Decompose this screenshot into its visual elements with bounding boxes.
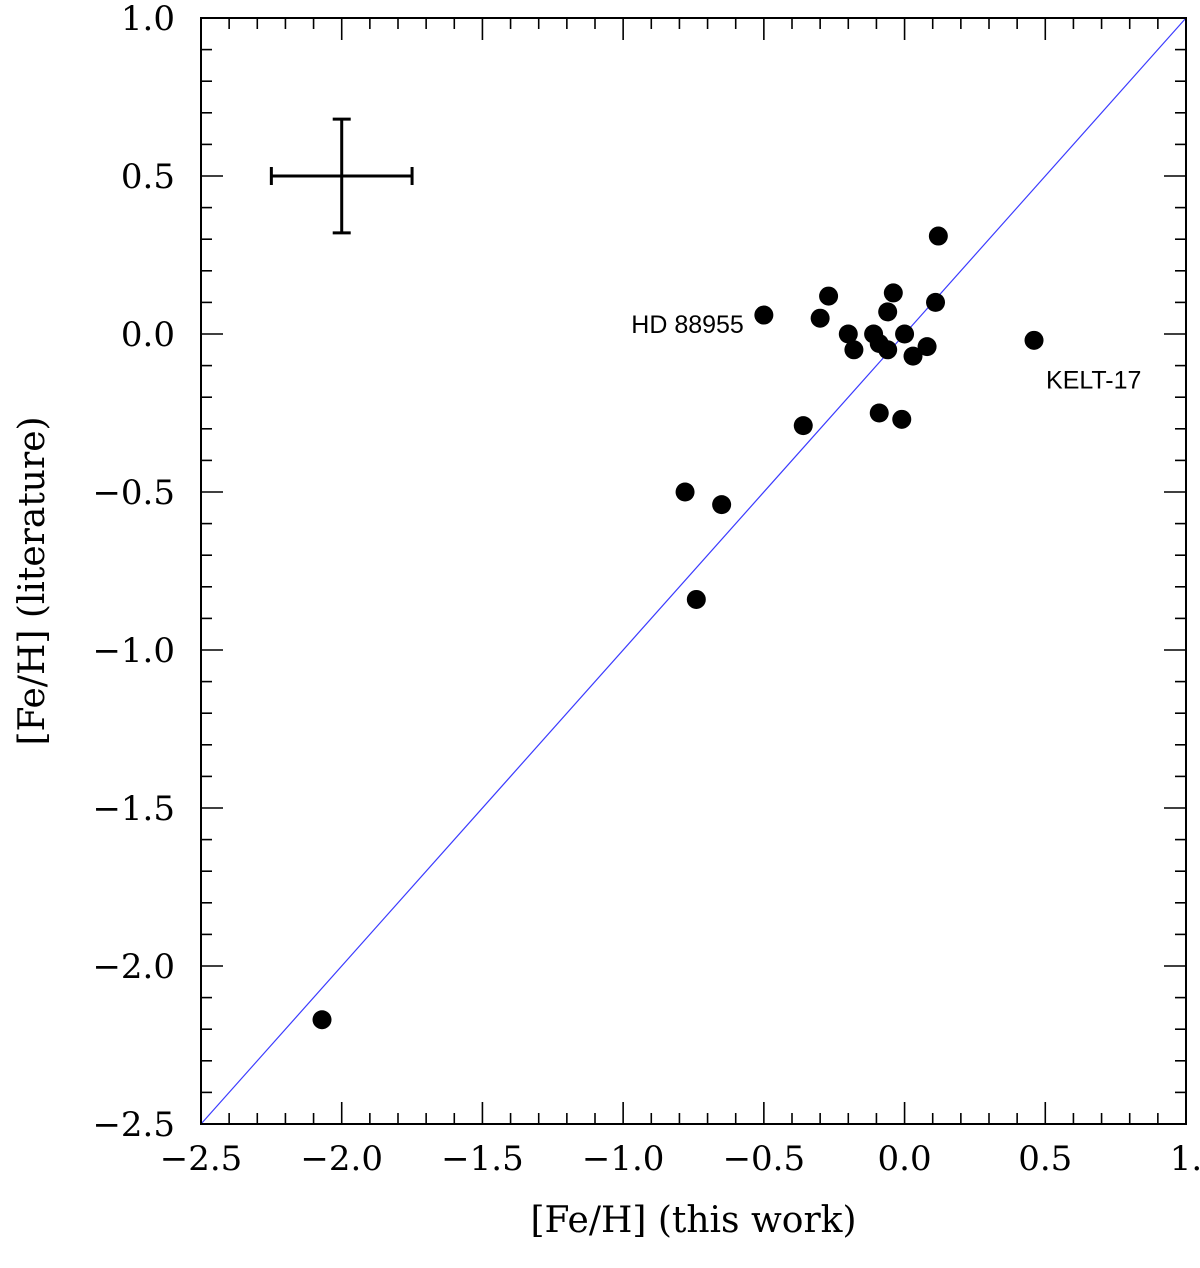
data-points: [312, 226, 1044, 1030]
data-point: [883, 283, 903, 303]
data-point: [903, 346, 923, 366]
data-point: [810, 308, 830, 328]
error-bar-group: [269, 117, 414, 235]
y-tick-label: −1.5: [92, 789, 175, 829]
data-point: [675, 482, 695, 502]
y-tick-label: 0.0: [121, 315, 175, 355]
data-point: [844, 340, 864, 360]
data-point: [712, 495, 732, 515]
data-point: [793, 416, 813, 436]
x-axis-title: [Fe/H] (this work): [530, 1200, 856, 1241]
data-point: [878, 302, 898, 322]
y-tick-label: −2.5: [92, 1105, 175, 1145]
annotations: HD 88955 KELT-17: [631, 311, 1141, 394]
x-tick-label: −1.0: [582, 1139, 665, 1179]
point-annotation: HD 88955: [631, 311, 744, 339]
data-point: [838, 324, 858, 344]
x-tick-label: −2.5: [160, 1139, 243, 1179]
tick-labels: −2.5 −2.0 −1.5 −1.0 −0.5 0.0 0.5 1. −2.5 −2.0 −1.5…: [92, 0, 1200, 1179]
data-point: [926, 292, 946, 312]
x-tick-label: 0.0: [878, 1139, 932, 1179]
y-axis-title: [Fe/H] (literature): [12, 416, 53, 745]
data-point: [892, 409, 912, 429]
x-tick-label: −0.5: [723, 1139, 806, 1179]
x-tick-label: 0.5: [1018, 1139, 1072, 1179]
data-point: [754, 305, 774, 325]
y-tick-label: −1.0: [92, 631, 175, 671]
data-point: [686, 589, 706, 609]
data-point: [312, 1010, 332, 1030]
data-point: [928, 226, 948, 246]
x-tick-label: 1.: [1170, 1139, 1200, 1179]
y-tick-label: −2.0: [92, 947, 175, 987]
y-tick-label: −0.5: [92, 473, 175, 513]
x-tick-label: −2.0: [300, 1139, 383, 1179]
plot-frame: [200, 17, 1187, 1125]
data-point: [1024, 330, 1044, 350]
data-point: [878, 340, 898, 360]
one-to-one-line: [200, 17, 1187, 1125]
y-tick-label: 1.0: [121, 0, 175, 39]
x-tick-label: −1.5: [441, 1139, 524, 1179]
data-point: [895, 324, 915, 344]
data-point: [917, 337, 937, 357]
point-annotation: KELT-17: [1046, 366, 1141, 394]
data-point: [869, 403, 889, 423]
one-to-one-line-group: [200, 17, 1187, 1125]
y-tick-label: 0.5: [121, 157, 175, 197]
data-point: [819, 286, 839, 306]
